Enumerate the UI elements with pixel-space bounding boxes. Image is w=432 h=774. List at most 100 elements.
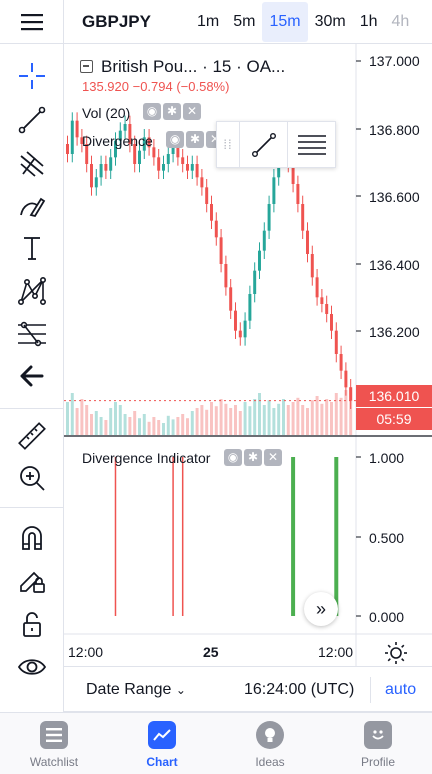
candle-body [171, 144, 175, 154]
candle-body [214, 220, 218, 238]
volume-bar [142, 414, 146, 435]
timeframe-30m[interactable]: 30m [314, 13, 346, 30]
auto-scale-toggle[interactable]: auto [385, 681, 417, 698]
candle-body [320, 297, 324, 304]
timeframe-4h[interactable]: 4h [391, 13, 410, 30]
timeframe-1m[interactable]: 1m [197, 13, 220, 30]
gear-icon[interactable]: ✱ [186, 131, 204, 148]
candle-body [133, 144, 137, 164]
divider [370, 677, 371, 703]
nav-watchlist[interactable]: Watchlist [0, 721, 108, 769]
drawing-line-button[interactable] [239, 121, 287, 168]
candle-body [291, 164, 295, 184]
candle-body [306, 230, 309, 254]
gear-icon[interactable]: ✱ [163, 103, 181, 120]
lock-drawing-icon [20, 571, 45, 593]
legend-symbol-text: British Pou... · 15 · OA... [101, 57, 286, 76]
symbol-search-button[interactable]: GBPJPY [82, 12, 151, 31]
eye-icon[interactable]: ◉ [143, 103, 161, 120]
candle-body [195, 164, 199, 178]
current-price-tag: 136.010 [356, 385, 432, 407]
volume-bar [253, 399, 257, 435]
pitchfork-tool[interactable] [12, 145, 52, 181]
candle-body [253, 270, 257, 294]
eye-icon[interactable]: ◉ [224, 449, 242, 466]
back-button[interactable] [12, 358, 52, 394]
candle-body [238, 330, 242, 338]
timeframe-1h[interactable]: 1h [359, 13, 378, 30]
volume-bar [234, 405, 237, 435]
timeframe-15m[interactable]: 15m [262, 2, 308, 42]
collapse-legend-icon[interactable] [80, 60, 93, 73]
timezone-clock[interactable]: 16:24:00 (UTC) [244, 681, 355, 698]
drawing-style-button[interactable] [287, 121, 335, 168]
candle-body [152, 147, 156, 158]
volume-bar [238, 411, 242, 435]
timeframe-selector: 1m 5m 15m 30m 1h 4h [190, 0, 416, 44]
chart-settings-button[interactable] [384, 641, 408, 665]
legend-title[interactable]: British Pou... · 15 · OA... [80, 57, 285, 77]
pattern-tool[interactable] [12, 273, 52, 309]
divergence-pane-title[interactable]: Divergence Indicator [82, 450, 211, 466]
candle-body [123, 124, 127, 131]
candle-body [248, 294, 252, 321]
volume-bar [157, 420, 161, 435]
volume-bar [138, 418, 141, 435]
volume-bar [277, 403, 281, 435]
eye-icon[interactable]: ◉ [166, 131, 184, 148]
brush-tool[interactable] [12, 188, 52, 224]
volume-bar [195, 408, 199, 435]
crosshair-tool[interactable] [12, 58, 52, 94]
date-range-label: Date Range [86, 681, 172, 698]
volume-bar [70, 393, 74, 435]
text-tool[interactable] [12, 230, 52, 266]
nav-chart[interactable]: Chart [108, 721, 216, 769]
volume-bar [306, 408, 309, 435]
legend-ohlc: 135.920 −0.794 (−0.58%) [82, 79, 230, 94]
drag-handle-icon[interactable]: ⁞⁞ [223, 137, 233, 152]
hide-drawings-tool[interactable] [12, 649, 52, 685]
toolbar-divider [0, 408, 64, 409]
nav-label: Ideas [255, 755, 285, 769]
candle-body [85, 144, 89, 164]
volume-bar [349, 387, 353, 435]
candle-body [75, 120, 79, 138]
magnet-tool[interactable] [12, 520, 52, 556]
candle-body [162, 164, 165, 171]
hamburger-icon [20, 14, 43, 31]
nav-ideas[interactable]: Ideas [216, 721, 324, 769]
text-icon [24, 237, 40, 260]
unlock-icon [23, 612, 41, 637]
measure-tool[interactable] [12, 418, 52, 454]
chart-area[interactable]: British Pou... · 15 · OA... 135.920 −0.7… [64, 44, 432, 666]
volume-indicator-label[interactable]: Vol (20) [82, 105, 131, 121]
candle-body [205, 187, 209, 204]
close-icon[interactable]: ✕ [183, 103, 201, 120]
volume-bar [147, 421, 151, 435]
fib-tool[interactable] [12, 316, 52, 352]
date-range-bar: Date Range ⌄ 16:24:00 (UTC) auto [64, 666, 432, 712]
lock-drawing-tool[interactable] [12, 562, 52, 598]
menu-button[interactable] [0, 0, 64, 44]
candle-body [70, 120, 74, 154]
timeframe-5m[interactable]: 5m [233, 13, 256, 30]
divergence-indicator-label[interactable]: Divergence [82, 133, 153, 149]
date-range-button[interactable]: Date Range ⌄ [86, 681, 186, 699]
zoom-in-icon [20, 466, 45, 491]
price-label: 136.800 [369, 122, 420, 138]
close-icon[interactable]: ✕ [264, 449, 282, 466]
gear-icon[interactable]: ✱ [244, 449, 262, 466]
volume-bar [118, 405, 122, 435]
volume-bar [162, 423, 165, 435]
trend-line-tool[interactable] [12, 102, 52, 138]
unlock-tool[interactable] [12, 606, 52, 642]
volume-bar [286, 405, 290, 435]
scroll-to-realtime-button[interactable]: » [304, 592, 338, 626]
volume-bar [272, 408, 276, 435]
candle-body [114, 140, 117, 158]
nav-profile[interactable]: Profile [324, 721, 432, 769]
candle-body [99, 164, 103, 178]
zoom-in-tool[interactable] [12, 460, 52, 496]
candle-body [349, 387, 353, 401]
volume-bar [90, 414, 93, 435]
